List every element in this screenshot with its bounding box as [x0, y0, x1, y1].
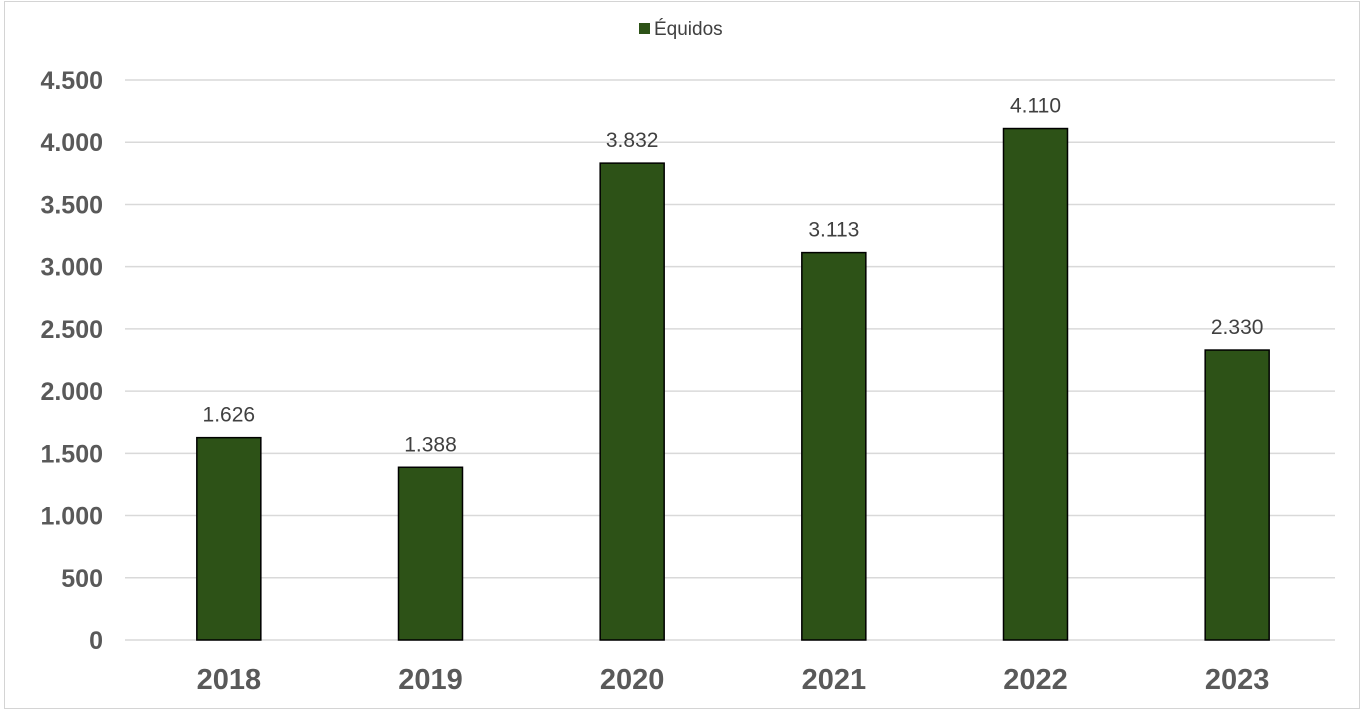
bars [196, 127, 1270, 641]
y-tick-label: 2.000 [40, 378, 103, 406]
bar-2022 [1002, 127, 1069, 641]
y-tick-label: 0 [89, 627, 103, 655]
data-label-2019: 1.388 [404, 433, 457, 456]
data-label-2020: 3.832 [606, 129, 659, 152]
bar-2021 [801, 251, 867, 641]
x-tick-label-2018: 2018 [197, 664, 262, 696]
y-tick-label: 1.000 [40, 503, 103, 531]
legend-label: Équidos [654, 19, 723, 40]
chart-frame: Équidos 0 500 1.000 1.500 2.000 2.500 3.000 3.5… [4, 1, 1360, 709]
bar-chart: Équidos 0 500 1.000 1.500 2.000 2.500 3.000 3.5… [40, 19, 1335, 696]
x-axis: 2018 2019 2020 2021 2022 2023 [197, 664, 1270, 696]
x-tick-label-2020: 2020 [600, 664, 665, 696]
y-tick-label: 500 [61, 565, 103, 593]
bar-2023 [1204, 349, 1270, 641]
x-tick-label-2019: 2019 [398, 664, 463, 696]
y-tick-label: 2.500 [40, 316, 103, 344]
bar-2018 [196, 436, 262, 641]
gridlines [125, 79, 1335, 641]
x-tick-label-2022: 2022 [1003, 664, 1068, 696]
y-tick-label: 4.500 [40, 67, 103, 95]
x-tick-label-2023: 2023 [1205, 664, 1270, 696]
data-label-2021: 3.113 [808, 219, 859, 242]
y-tick-label: 3.500 [40, 191, 103, 219]
y-axis: 0 500 1.000 1.500 2.000 2.500 3.000 3.500 4.000 4… [40, 67, 103, 655]
bar-2020 [599, 162, 665, 641]
data-label-2022: 4.110 [1010, 95, 1061, 118]
data-label-2023: 2.330 [1211, 316, 1264, 339]
y-tick-label: 4.000 [40, 129, 103, 157]
bar-2019 [397, 466, 464, 641]
y-tick-label: 3.000 [40, 254, 103, 282]
data-label-2018: 1.626 [203, 404, 256, 427]
y-tick-label: 1.500 [40, 440, 103, 468]
data-labels: 1.626 1.388 3.832 3.113 4.110 2.330 [203, 95, 1264, 457]
x-tick-label-2021: 2021 [802, 664, 867, 696]
legend: Équidos [639, 19, 723, 40]
legend-swatch [639, 23, 650, 34]
